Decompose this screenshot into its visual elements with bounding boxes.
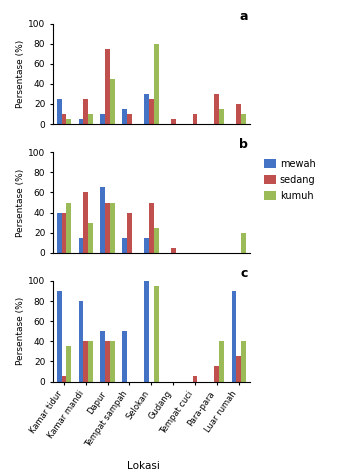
Text: a: a <box>239 9 248 23</box>
Bar <box>79 119 83 124</box>
Bar <box>88 114 93 124</box>
Bar <box>171 248 175 253</box>
Bar <box>154 227 159 253</box>
Bar <box>83 193 88 253</box>
Text: c: c <box>240 267 248 280</box>
Bar <box>219 341 224 382</box>
Bar <box>219 109 224 124</box>
Bar <box>232 291 236 382</box>
Bar <box>149 99 154 124</box>
Bar <box>105 203 110 253</box>
Bar <box>122 238 127 253</box>
Bar <box>62 212 66 253</box>
Bar <box>66 346 71 382</box>
Y-axis label: Persentase (%): Persentase (%) <box>16 40 25 108</box>
Bar <box>193 114 197 124</box>
Bar <box>144 238 149 253</box>
Bar <box>214 94 219 124</box>
Bar <box>110 79 115 124</box>
Bar <box>62 114 66 124</box>
Bar <box>79 238 83 253</box>
Bar <box>62 376 66 382</box>
Legend: mewah, sedang, kumuh: mewah, sedang, kumuh <box>262 157 318 203</box>
Bar <box>101 114 105 124</box>
Bar <box>171 119 175 124</box>
Bar <box>214 366 219 382</box>
Bar <box>154 286 159 382</box>
Bar <box>241 341 246 382</box>
Bar <box>105 49 110 124</box>
Bar <box>66 119 71 124</box>
Bar <box>154 44 159 124</box>
Bar <box>236 357 241 382</box>
Bar <box>57 212 62 253</box>
Bar <box>236 104 241 124</box>
Bar <box>57 99 62 124</box>
Bar <box>110 203 115 253</box>
Bar <box>241 233 246 253</box>
Bar <box>83 341 88 382</box>
Bar <box>101 187 105 253</box>
Text: b: b <box>239 138 248 151</box>
Bar <box>88 223 93 253</box>
Bar <box>110 341 115 382</box>
Bar <box>241 114 246 124</box>
Text: Lokasi: Lokasi <box>127 461 160 471</box>
Bar <box>122 109 127 124</box>
Bar <box>144 281 149 382</box>
Bar <box>57 291 62 382</box>
Bar <box>127 212 132 253</box>
Bar <box>149 203 154 253</box>
Y-axis label: Persentase (%): Persentase (%) <box>16 169 25 236</box>
Bar <box>127 114 132 124</box>
Bar <box>122 331 127 382</box>
Bar <box>79 301 83 382</box>
Bar <box>83 99 88 124</box>
Y-axis label: Persentase (%): Persentase (%) <box>16 297 25 365</box>
Bar <box>88 341 93 382</box>
Bar <box>101 331 105 382</box>
Bar <box>66 203 71 253</box>
Bar <box>144 94 149 124</box>
Bar <box>105 341 110 382</box>
Bar <box>193 376 197 382</box>
